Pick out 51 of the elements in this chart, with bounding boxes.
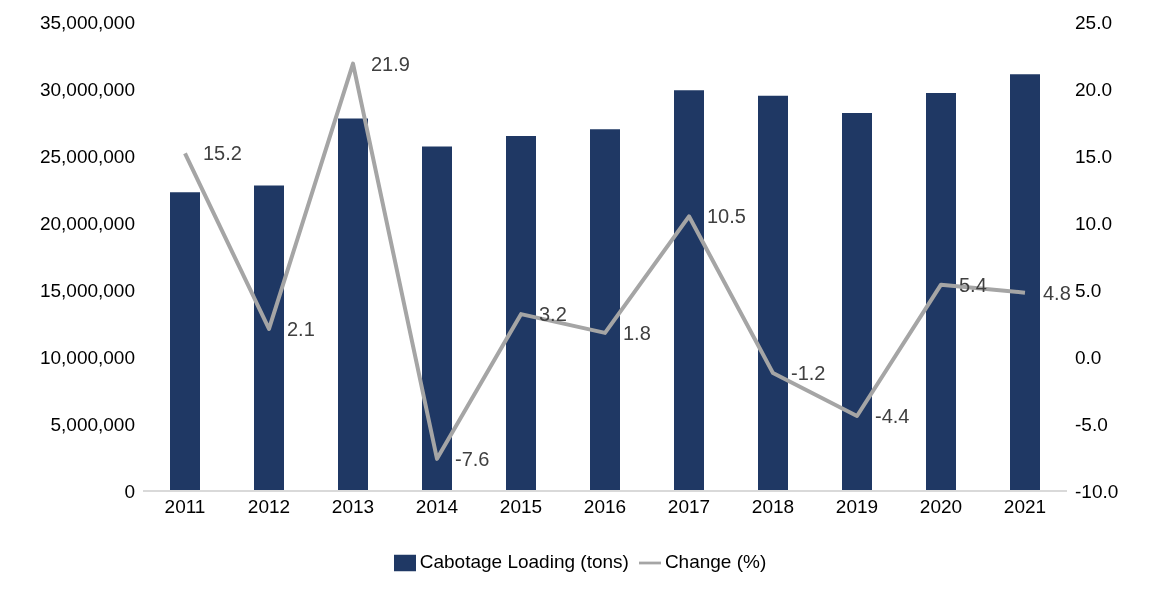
data-label: 15.2 <box>203 142 242 165</box>
y-tick-label: 10,000,000 <box>39 346 135 368</box>
data-label: -1.2 <box>791 362 826 385</box>
y-tick-label: 20,000,000 <box>39 212 135 234</box>
y2-tick-label: 25.0 <box>1075 11 1112 33</box>
bar <box>254 185 284 492</box>
y2-tick-label: 20.0 <box>1075 78 1112 100</box>
x-tick-label: 2011 <box>164 495 206 517</box>
bar <box>674 90 704 492</box>
y-tick-label: 5,000,000 <box>50 413 135 435</box>
data-label: -7.6 <box>455 447 490 470</box>
y2-tick-label: -5.0 <box>1075 413 1108 435</box>
x-tick-label: 2021 <box>1003 495 1047 517</box>
y2-tick-label: -10.0 <box>1075 480 1119 502</box>
bar <box>842 113 872 492</box>
bar <box>1010 74 1040 492</box>
bar <box>338 118 368 492</box>
x-tick-label: 2020 <box>919 495 963 517</box>
y2-tick-label: 10.0 <box>1075 212 1112 234</box>
bar <box>758 95 788 492</box>
x-tick-label: 2017 <box>667 495 711 517</box>
y-tick-label: 15,000,000 <box>39 279 135 301</box>
y-tick-label: 30,000,000 <box>39 78 135 100</box>
data-label: 4.8 <box>1043 281 1071 304</box>
bar <box>926 93 956 492</box>
x-tick-label: 2015 <box>499 495 543 517</box>
y-tick-label: 0 <box>124 480 135 502</box>
x-tick-label: 2014 <box>415 495 459 517</box>
y2-tick-label: 15.0 <box>1075 145 1112 167</box>
data-label: -4.4 <box>875 404 910 427</box>
x-tick-label: 2016 <box>583 495 627 517</box>
x-tick-label: 2018 <box>751 495 795 517</box>
x-tick-label: 2012 <box>247 495 291 517</box>
data-label: 5.4 <box>959 273 987 296</box>
bar <box>590 129 620 492</box>
data-label: 1.8 <box>623 321 651 344</box>
legend-label: Change (%) <box>664 551 767 573</box>
x-tick-label: 2019 <box>835 495 879 517</box>
data-label: 21.9 <box>371 52 410 75</box>
data-label: 2.1 <box>287 317 315 340</box>
bar <box>506 135 536 492</box>
bar <box>170 192 200 492</box>
y2-tick-label: 5.0 <box>1075 279 1102 301</box>
data-label: 3.2 <box>539 303 567 326</box>
x-tick-label: 2013 <box>331 495 375 517</box>
legend-label: Cabotage Loading (tons) <box>419 551 629 573</box>
bar <box>422 146 452 492</box>
data-label: 10.5 <box>707 205 746 228</box>
y2-tick-label: 0.0 <box>1075 346 1102 368</box>
y-tick-label: 25,000,000 <box>39 145 135 167</box>
y-tick-label: 35,000,000 <box>39 11 135 33</box>
